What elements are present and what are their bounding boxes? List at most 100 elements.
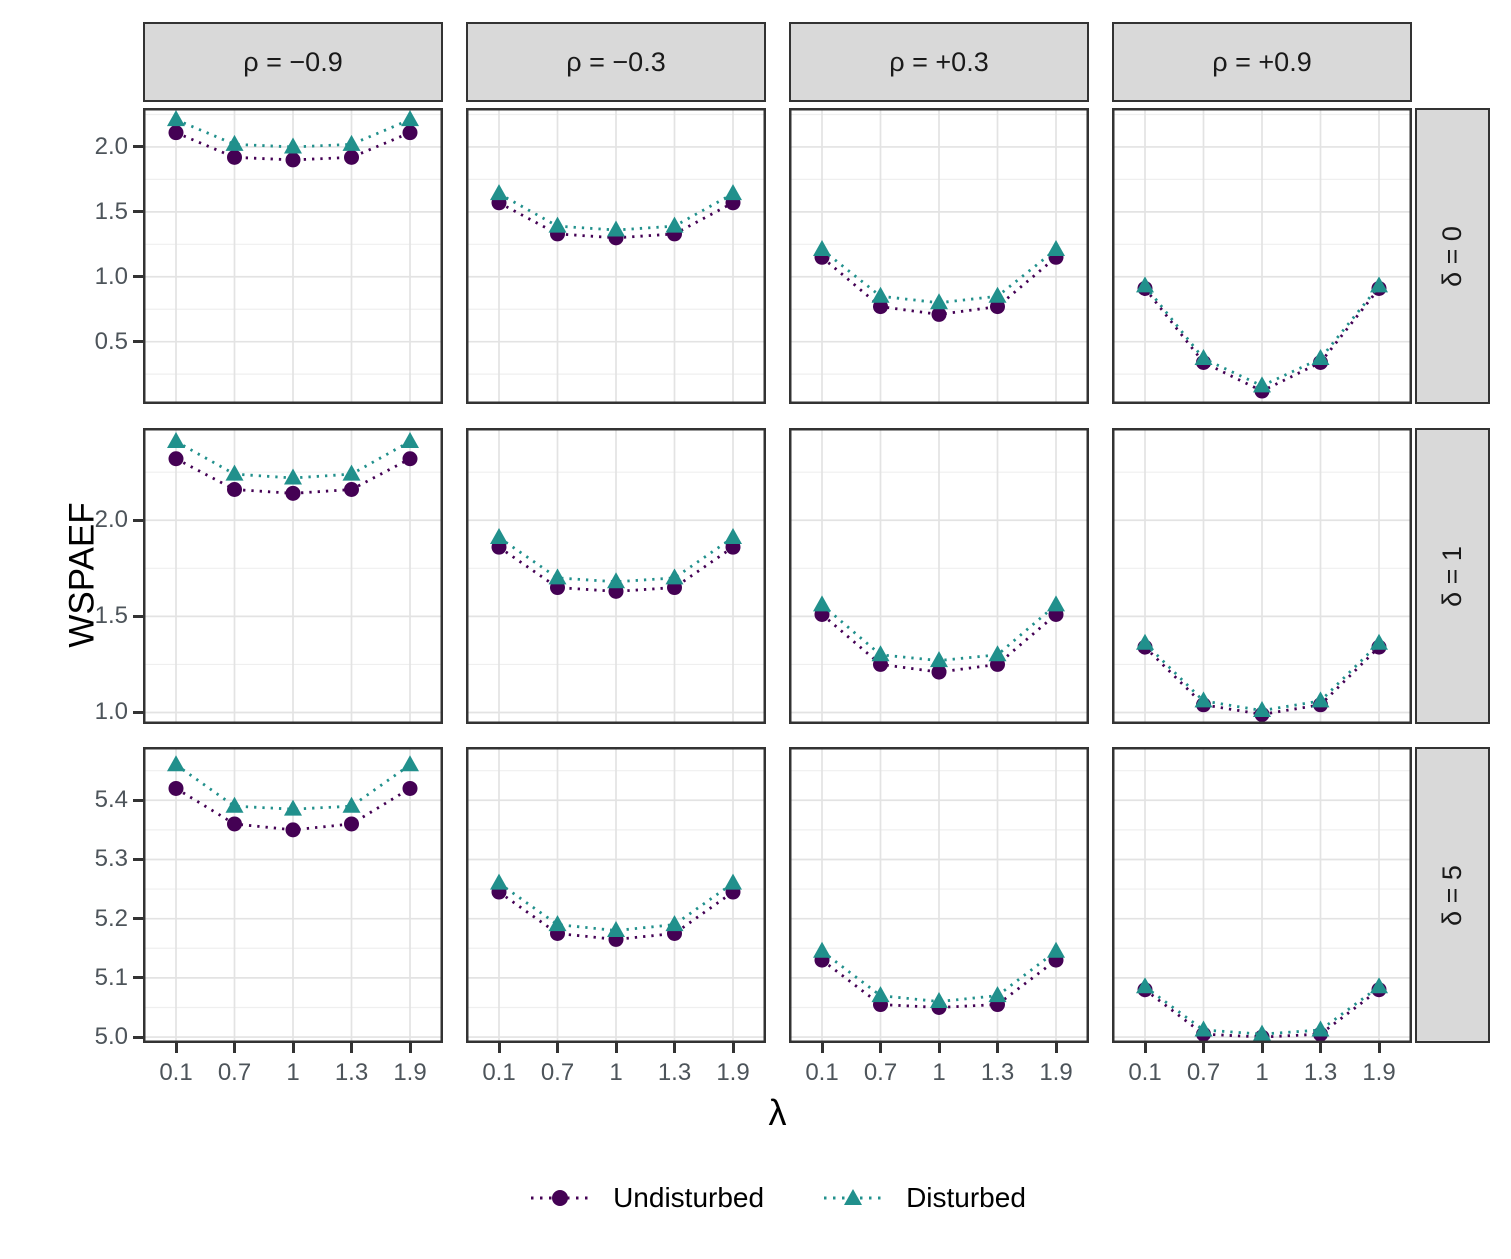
y-tick-label: 0.5 bbox=[94, 327, 128, 355]
triangle-data-point bbox=[1253, 1024, 1271, 1041]
triangle-data-point bbox=[1311, 349, 1330, 366]
triangle-data-point bbox=[342, 134, 361, 151]
triangle-data-point bbox=[813, 595, 831, 612]
y-axis-tick bbox=[133, 518, 143, 522]
triangle-data-point bbox=[724, 184, 742, 201]
triangle-data-point bbox=[665, 915, 684, 932]
triangle-data-point bbox=[490, 184, 508, 201]
y-tick-label: 2.0 bbox=[94, 506, 128, 534]
facet-panel-r1c1 bbox=[466, 428, 766, 724]
triangle-data-point bbox=[1370, 977, 1388, 994]
facet-panel-r2c1 bbox=[466, 747, 766, 1043]
row-strip-label: δ = 5 bbox=[1436, 864, 1467, 926]
circle-data-point bbox=[402, 125, 418, 141]
facet-panel-r2c2 bbox=[789, 747, 1089, 1043]
series-disturbed bbox=[490, 873, 742, 938]
y-tick-label: 5.1 bbox=[94, 963, 128, 991]
x-tick-label: 1.3 bbox=[334, 1059, 369, 1086]
triangle-data-point bbox=[1253, 701, 1271, 718]
legend-label-disturbed: Disturbed bbox=[906, 1181, 1026, 1213]
x-axis-tick bbox=[291, 1043, 295, 1053]
series-undisturbed bbox=[168, 125, 418, 168]
x-tick-label: 1 bbox=[1255, 1059, 1269, 1086]
triangle-data-point bbox=[1047, 941, 1065, 958]
y-axis-tick bbox=[133, 210, 143, 214]
triangle-data-point bbox=[1194, 691, 1213, 708]
triangle-data-point bbox=[548, 568, 567, 585]
circle-data-point bbox=[990, 299, 1005, 315]
triangle-data-point bbox=[225, 134, 244, 151]
x-axis-tick bbox=[996, 1043, 999, 1053]
row-strip-0: δ = 0 bbox=[1415, 108, 1490, 404]
triangle-marker-icon bbox=[844, 1188, 863, 1205]
y-tick-label: 1.0 bbox=[94, 262, 128, 290]
triangle-data-point bbox=[813, 240, 831, 257]
circle-data-point bbox=[227, 482, 242, 498]
triangle-data-point bbox=[724, 873, 742, 890]
row-strip-label: δ = 1 bbox=[1436, 545, 1467, 607]
triangle-data-point bbox=[1136, 633, 1154, 650]
x-tick-label: 0.7 bbox=[540, 1059, 575, 1086]
triangle-data-point bbox=[930, 651, 948, 668]
series-disturbed bbox=[490, 184, 742, 237]
circle-marker-icon bbox=[552, 1189, 569, 1206]
circle-data-point bbox=[285, 152, 301, 168]
y-tick-label: 1.0 bbox=[94, 698, 128, 726]
series-disturbed bbox=[490, 528, 742, 589]
x-tick-label: 1.9 bbox=[1362, 1059, 1396, 1086]
triangle-data-point bbox=[1194, 1020, 1213, 1037]
triangle-data-point bbox=[1194, 349, 1213, 366]
x-axis-tick bbox=[556, 1043, 559, 1053]
circle-data-point bbox=[402, 780, 418, 796]
triangle-data-point bbox=[284, 799, 302, 816]
circle-data-point bbox=[931, 664, 947, 680]
y-tick-label: 5.4 bbox=[94, 786, 128, 814]
triangle-data-point bbox=[930, 293, 948, 310]
series-disturbed bbox=[167, 431, 419, 485]
x-tick-label: 1.3 bbox=[980, 1059, 1015, 1086]
triangle-data-point bbox=[1047, 595, 1065, 612]
x-axis-tick bbox=[937, 1043, 941, 1053]
x-tick-label: 1 bbox=[609, 1059, 623, 1086]
y-axis-tick bbox=[133, 340, 143, 344]
triangle-data-point bbox=[548, 216, 567, 233]
x-axis-tick bbox=[408, 1043, 412, 1053]
x-axis-tick bbox=[350, 1043, 353, 1053]
x-axis-tick bbox=[1319, 1043, 1322, 1053]
legend-key-disturbed: Disturbed bbox=[822, 1181, 1026, 1215]
y-axis-tick bbox=[133, 857, 143, 861]
triangle-data-point bbox=[225, 464, 244, 481]
x-tick-label: 1.9 bbox=[1039, 1059, 1073, 1086]
triangle-data-point bbox=[167, 755, 185, 772]
triangle-data-point bbox=[490, 528, 508, 545]
triangle-data-point bbox=[988, 286, 1007, 303]
triangle-data-point bbox=[988, 645, 1007, 662]
facet-panel-r0c1 bbox=[466, 108, 766, 404]
x-tick-label: 0.7 bbox=[863, 1059, 898, 1086]
circle-data-point bbox=[285, 822, 301, 838]
y-axis-tick bbox=[133, 145, 143, 149]
series-disturbed bbox=[813, 941, 1065, 1009]
circle-data-point bbox=[227, 149, 242, 165]
triangle-data-point bbox=[1136, 276, 1154, 293]
x-tick-label: 1.9 bbox=[393, 1059, 427, 1086]
triangle-data-point bbox=[167, 110, 185, 127]
triangle-data-point bbox=[724, 528, 742, 545]
x-axis-tick bbox=[174, 1043, 178, 1053]
triangle-data-point bbox=[1370, 633, 1388, 650]
y-tick-label: 5.3 bbox=[94, 845, 128, 873]
x-axis-tick bbox=[820, 1043, 824, 1053]
series-disturbed bbox=[1136, 977, 1388, 1041]
triangle-data-point bbox=[548, 915, 567, 932]
circle-data-point bbox=[344, 816, 359, 832]
triangle-data-point bbox=[988, 986, 1007, 1003]
row-strip-1: δ = 1 bbox=[1415, 428, 1490, 724]
column-strip-3: ρ = +0.9 bbox=[1112, 22, 1412, 102]
y-axis-tick bbox=[133, 798, 143, 802]
legend: Undisturbed Disturbed bbox=[143, 1160, 1412, 1235]
circle-data-point bbox=[344, 149, 359, 165]
x-tick-label: 1.3 bbox=[1303, 1059, 1338, 1086]
x-tick-label: 1 bbox=[286, 1059, 300, 1086]
series-disturbed bbox=[1136, 276, 1388, 393]
